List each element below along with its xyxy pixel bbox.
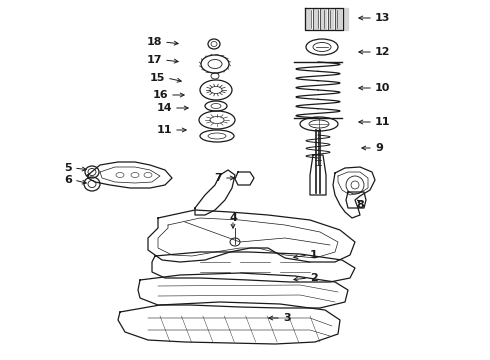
Text: 10: 10 [375,83,391,93]
Text: 12: 12 [375,47,391,57]
Text: 7: 7 [214,173,222,183]
Text: 9: 9 [375,143,383,153]
Text: 18: 18 [147,37,162,47]
Text: 6: 6 [64,175,72,185]
Text: 13: 13 [375,13,391,23]
Text: 8: 8 [356,200,364,210]
Text: 4: 4 [229,213,237,223]
Text: 14: 14 [156,103,172,113]
Text: 11: 11 [375,117,391,127]
Text: 2: 2 [310,273,318,283]
Text: 16: 16 [152,90,168,100]
Text: 17: 17 [147,55,162,65]
Text: 11: 11 [156,125,172,135]
Text: 15: 15 [149,73,165,83]
Text: 5: 5 [64,163,72,173]
Text: 3: 3 [283,313,291,323]
Text: 1: 1 [310,250,318,260]
